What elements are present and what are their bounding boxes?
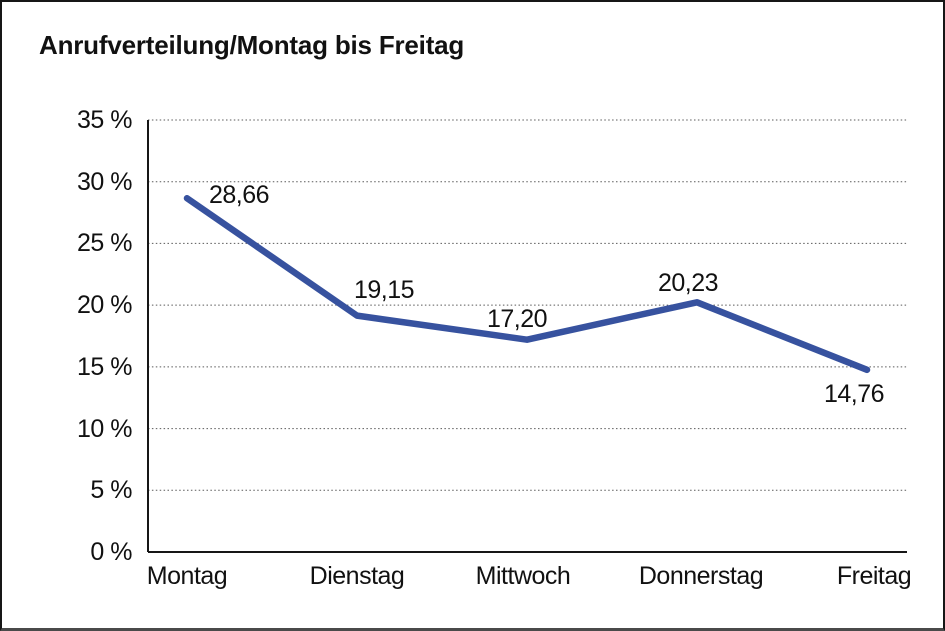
data-point-label: 20,23 bbox=[657, 269, 719, 298]
series-line bbox=[183, 195, 871, 374]
y-tick-label: 15 % bbox=[77, 352, 132, 381]
y-tick-label: 30 % bbox=[77, 167, 132, 196]
x-axis-label: Donnerstag bbox=[638, 562, 764, 590]
data-point-label: 14,76 bbox=[823, 379, 885, 408]
y-tick-label: 35 % bbox=[77, 106, 132, 134]
y-tick-label: 25 % bbox=[77, 229, 132, 258]
y-tick-label: 10 % bbox=[77, 414, 132, 443]
data-point-label: 17,20 bbox=[486, 304, 548, 333]
y-tick-label: 0 % bbox=[90, 538, 132, 566]
x-axis-label: Mittwoch bbox=[475, 562, 571, 590]
x-axis-label: Montag bbox=[146, 562, 228, 590]
chart-title: Anrufverteilung/Montag bis Freitag bbox=[39, 30, 465, 60]
y-tick-label: 5 % bbox=[90, 476, 132, 505]
data-point-label: 28,66 bbox=[209, 181, 270, 210]
x-axis-label: Dienstag bbox=[309, 562, 405, 590]
data-point-label: 19,15 bbox=[354, 275, 415, 304]
y-tick-label: 20 % bbox=[77, 291, 132, 320]
x-axis-label: Freitag bbox=[836, 562, 912, 590]
